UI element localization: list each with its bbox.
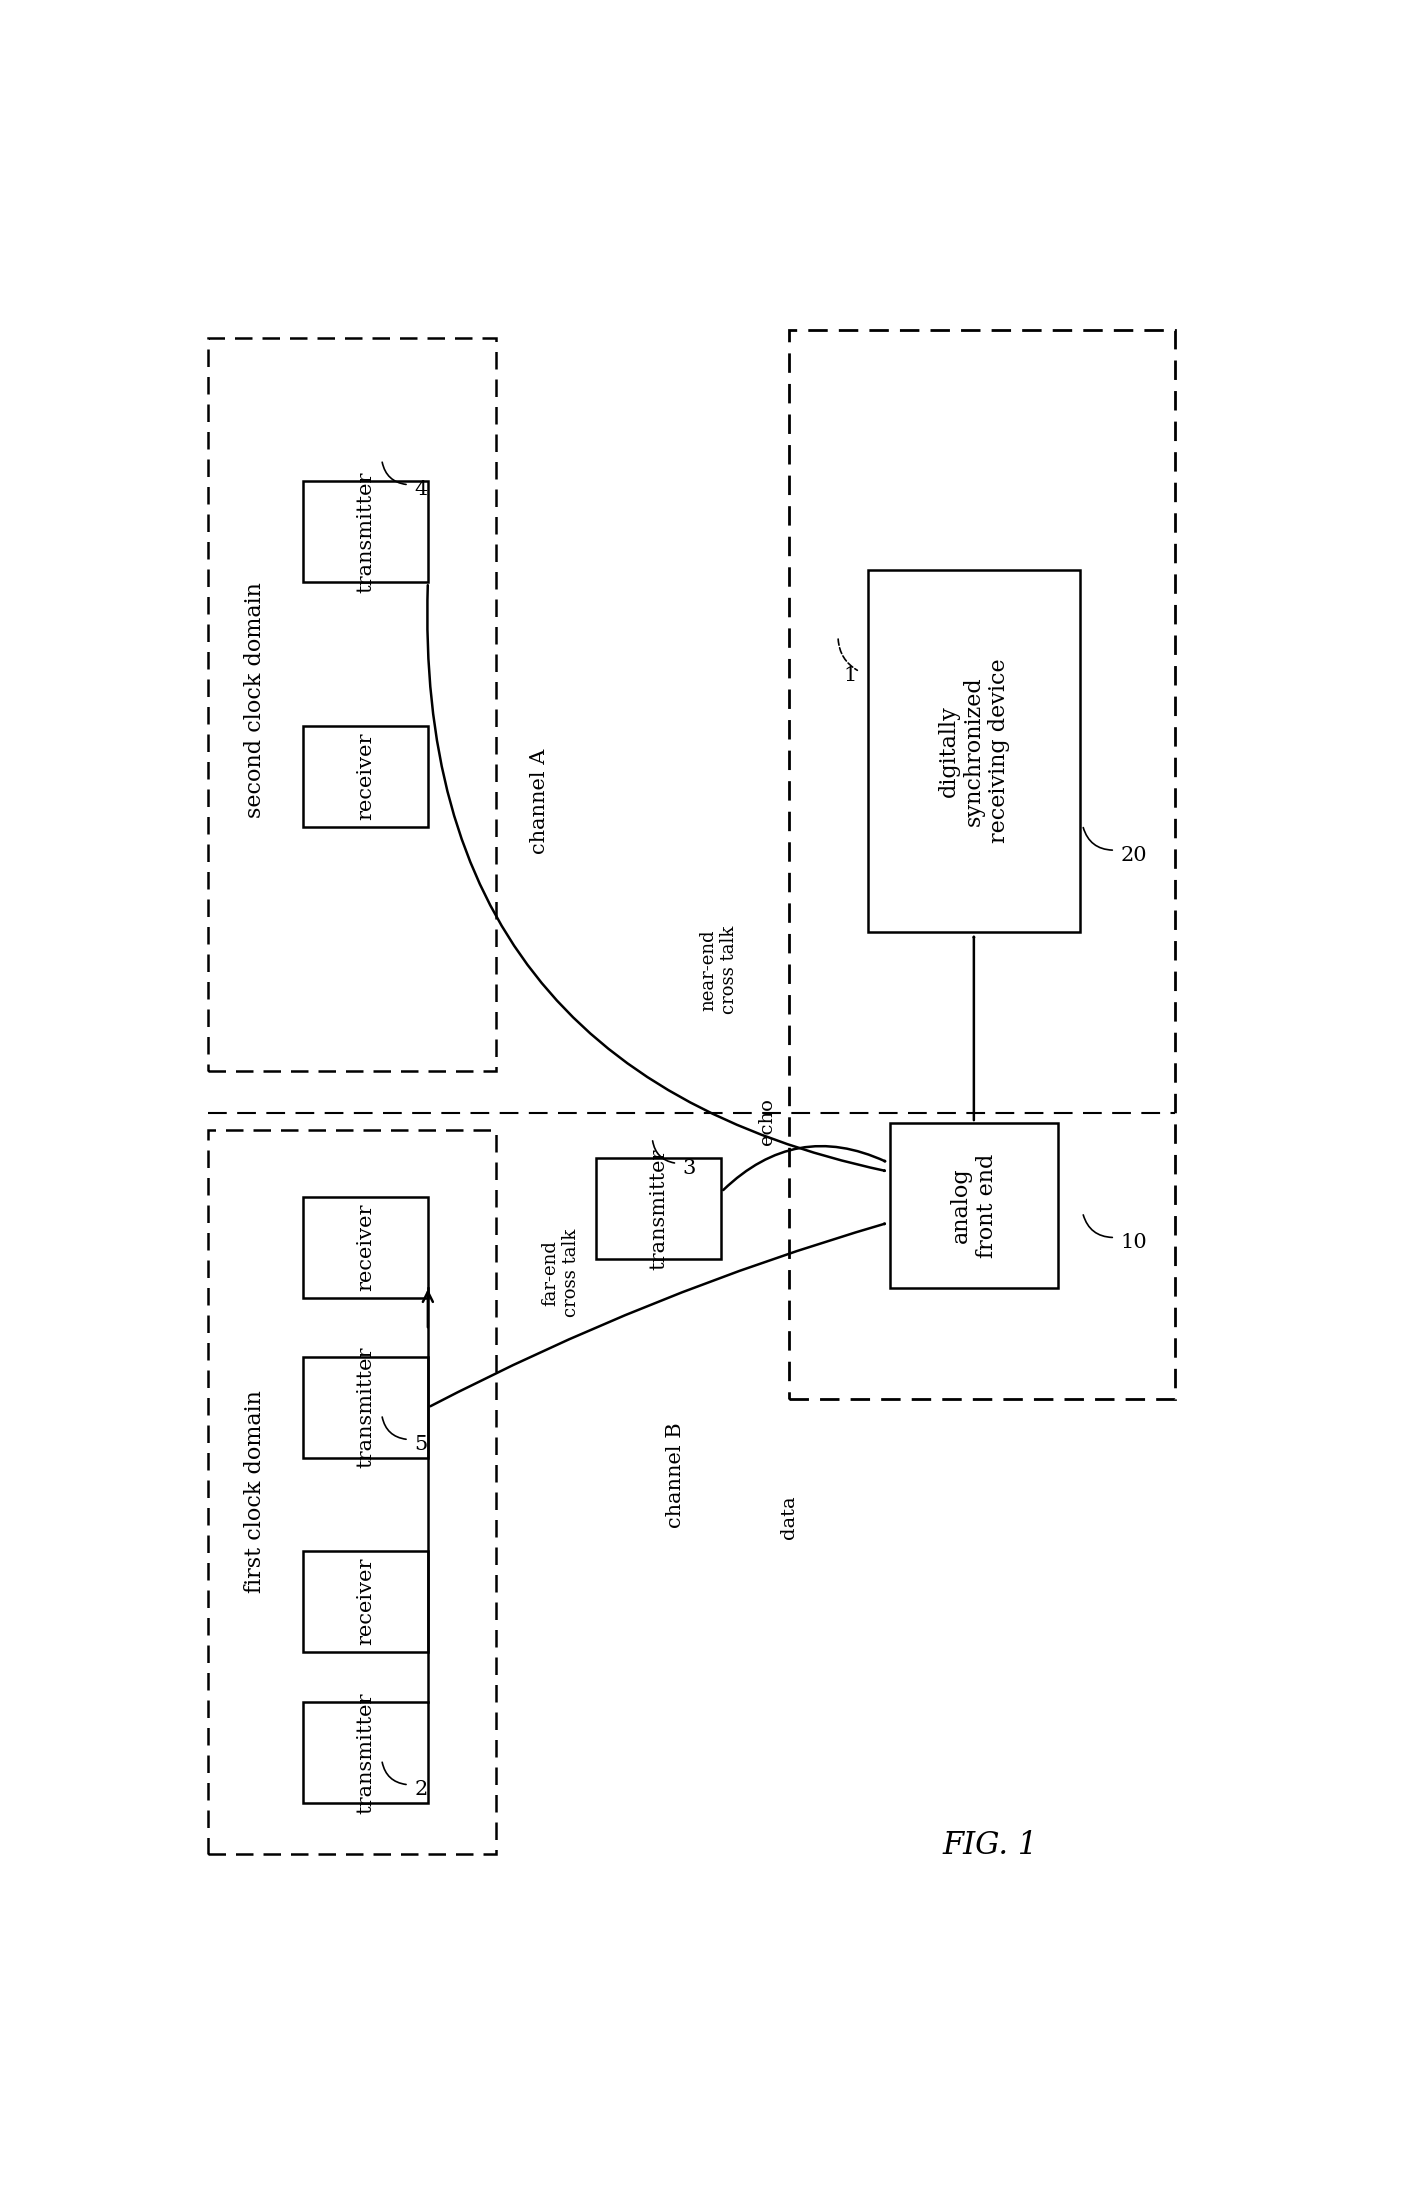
Bar: [596, 1159, 721, 1260]
Bar: [207, 339, 496, 1072]
Text: 1: 1: [844, 665, 857, 685]
Text: 10: 10: [1120, 1233, 1147, 1251]
Text: transmitter: transmitter: [356, 470, 374, 593]
Bar: [303, 726, 428, 827]
Bar: [303, 481, 428, 582]
Text: 4: 4: [415, 481, 428, 499]
Text: 2: 2: [415, 1780, 428, 1800]
Bar: [868, 571, 1080, 932]
Text: 5: 5: [415, 1435, 428, 1454]
FancyArrowPatch shape: [1084, 1216, 1112, 1238]
Text: analog
front end: analog front end: [951, 1153, 998, 1258]
Text: 3: 3: [683, 1159, 695, 1179]
FancyArrowPatch shape: [838, 639, 858, 669]
Bar: [303, 1196, 428, 1299]
Text: receiver: receiver: [356, 1557, 374, 1645]
FancyArrowPatch shape: [652, 1142, 674, 1163]
Text: second clock domain: second clock domain: [244, 582, 265, 818]
Text: near-end
cross talk: near-end cross talk: [700, 925, 737, 1015]
FancyArrowPatch shape: [1084, 827, 1112, 851]
Bar: [890, 1122, 1059, 1288]
Bar: [789, 330, 1175, 1400]
Text: data: data: [780, 1496, 798, 1540]
Text: receiver: receiver: [356, 733, 374, 820]
Text: FIG. 1: FIG. 1: [942, 1831, 1037, 1861]
Text: echo: echo: [758, 1098, 777, 1144]
FancyArrowPatch shape: [383, 1763, 407, 1785]
FancyArrowPatch shape: [428, 586, 885, 1170]
Text: transmitter: transmitter: [356, 1347, 374, 1467]
Text: far-end
cross talk: far-end cross talk: [541, 1229, 580, 1317]
Bar: [303, 1701, 428, 1804]
FancyArrowPatch shape: [723, 1146, 885, 1190]
Bar: [303, 1356, 428, 1459]
Text: first clock domain: first clock domain: [244, 1391, 265, 1592]
Bar: [207, 1131, 496, 1855]
FancyArrowPatch shape: [430, 1223, 885, 1406]
FancyArrowPatch shape: [383, 461, 407, 486]
Text: 20: 20: [1120, 846, 1147, 864]
Text: receiver: receiver: [356, 1203, 374, 1290]
Text: transmitter: transmitter: [356, 1693, 374, 1813]
Text: channel A: channel A: [530, 748, 548, 853]
Text: transmitter: transmitter: [649, 1148, 669, 1271]
FancyArrowPatch shape: [383, 1417, 407, 1439]
Text: digitally
synchronized
receiving device: digitally synchronized receiving device: [938, 658, 1011, 844]
Text: channel B: channel B: [666, 1422, 684, 1529]
Bar: [303, 1551, 428, 1651]
